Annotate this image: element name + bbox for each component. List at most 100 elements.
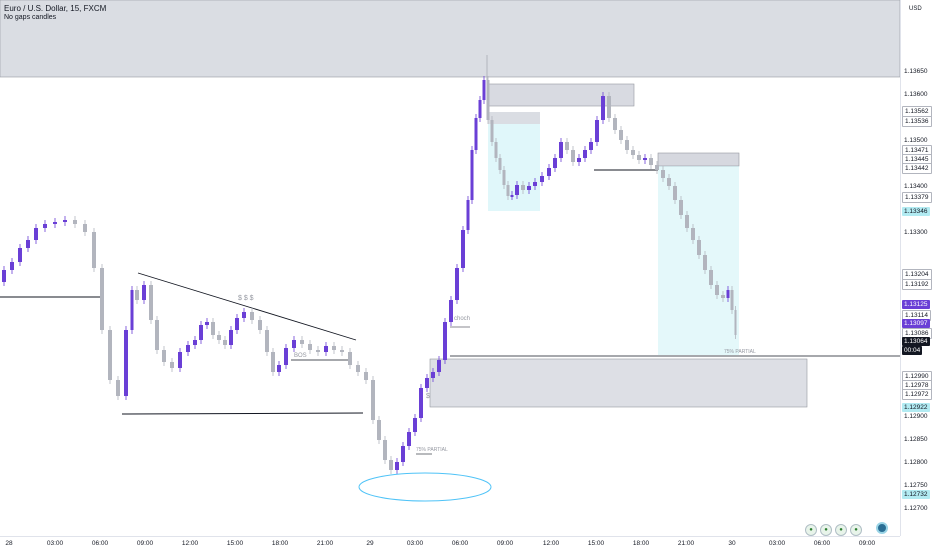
time-tick: 03:00 [46, 540, 64, 547]
chart-area[interactable]: BOS choch 75% PARTIAL 75% PARTIAL $ $ $ … [0, 0, 901, 536]
candle-body [265, 330, 269, 352]
price-tick: 1.12800 [904, 459, 928, 466]
candle-body [601, 96, 605, 120]
dollar-mark-small: $ [426, 393, 430, 400]
candle-body [26, 240, 30, 248]
time-tick: 06:00 [813, 540, 831, 547]
time-tick: 30 [728, 540, 736, 547]
candle-body [211, 322, 215, 335]
supply-zone-right [657, 152, 740, 167]
symbol-title[interactable]: Euro / U.S. Dollar, 15, FXCM [4, 4, 107, 13]
candle-body [10, 262, 14, 270]
candle-body [284, 348, 288, 365]
time-tick: 09:00 [136, 540, 154, 547]
candle-body [383, 440, 387, 460]
candle-body [498, 158, 502, 170]
candle-body [697, 240, 701, 255]
candle-body [595, 120, 599, 142]
candle-body [242, 312, 246, 318]
candle-body [527, 186, 531, 190]
candle-body [715, 285, 719, 295]
price-tick: 1.12900 [904, 413, 928, 420]
candle-body [443, 322, 447, 360]
candle-body [308, 344, 312, 350]
candle-body [18, 248, 22, 262]
price-tag: 1.13346 [902, 207, 930, 216]
partial-label-left: 75% PARTIAL [416, 447, 448, 453]
time-tick: 12:00 [542, 540, 560, 547]
currency-label: USD [909, 6, 922, 12]
candle-body [356, 365, 360, 372]
candle-body [135, 290, 139, 300]
event-icons: ● ● ● ● [805, 524, 862, 536]
flag-event-icon[interactable]: ● [820, 524, 832, 536]
candle-body [625, 140, 629, 150]
candle-body [149, 285, 153, 320]
price-tick: 1.12700 [904, 505, 928, 512]
candles-group [2, 76, 737, 474]
candle-body [679, 200, 683, 215]
price-tag: 1.13379 [902, 192, 932, 203]
supply-zone-peak [487, 83, 635, 107]
candle-body [199, 325, 203, 340]
price-axis[interactable]: USD 1.13650 1.13600 1.13500 1.13400 1.13… [900, 0, 932, 536]
candle-body [449, 300, 453, 322]
candle-body [142, 285, 146, 300]
candle-body [371, 380, 375, 420]
candle-body [271, 352, 275, 372]
flag-event-icon[interactable]: ● [835, 524, 847, 536]
candle-body [474, 118, 478, 150]
chart-subtitle: No gaps candles [4, 14, 57, 21]
candle-body [494, 142, 498, 158]
candle-body [510, 195, 514, 197]
candle-body [73, 220, 77, 224]
candle-body [455, 268, 459, 300]
candle-body [178, 352, 182, 368]
candle-body [589, 142, 593, 150]
settings-gear-icon[interactable] [876, 522, 888, 534]
candle-body [565, 142, 569, 150]
candle-body [377, 420, 381, 440]
candle-body [170, 362, 174, 368]
target-zone-blue-left [488, 124, 540, 211]
partial-label-right: 75% PARTIAL [724, 349, 756, 355]
candle-body [229, 330, 233, 345]
candle-body [250, 312, 254, 320]
candle-body [547, 168, 551, 176]
time-tick: 06:00 [91, 540, 109, 547]
candle-body [124, 330, 128, 396]
price-tag: 1.13097 [902, 319, 930, 328]
candle-body [619, 130, 623, 140]
time-tick: 18:00 [632, 540, 650, 547]
time-tick: 21:00 [316, 540, 334, 547]
time-axis[interactable]: 28 03:00 06:00 09:00 12:00 15:00 18:00 2… [0, 536, 900, 551]
candle-body [607, 96, 611, 118]
time-tick: 29 [366, 540, 374, 547]
candle-body [205, 322, 209, 325]
price-tag: 1.12922 [902, 403, 930, 412]
time-tick: 15:00 [226, 540, 244, 547]
candle-body [53, 222, 57, 224]
candle-body [613, 118, 617, 130]
candle-body [673, 186, 677, 200]
last-price-tag: 1.13064 [902, 337, 930, 346]
candle-body [235, 318, 239, 330]
candle-body [83, 224, 87, 232]
chart-canvas[interactable]: BOS choch 75% PARTIAL 75% PARTIAL $ $ $ … [0, 0, 901, 536]
candle-body [116, 380, 120, 396]
candle-body [486, 80, 490, 120]
price-tick: 1.12850 [904, 436, 928, 443]
candle-body [637, 155, 641, 160]
candle-body [43, 224, 47, 228]
candle-body [667, 178, 671, 186]
demand-zone [429, 358, 808, 408]
candle-body [466, 200, 470, 230]
candle-body [193, 340, 197, 345]
price-tag: 1.13125 [902, 300, 930, 309]
bos-label: BOS [294, 353, 307, 359]
candle-body [540, 176, 544, 182]
flag-event-icon[interactable]: ● [805, 524, 817, 536]
liquidity-circle [358, 472, 492, 502]
flag-event-icon[interactable]: ● [850, 524, 862, 536]
candle-body [553, 158, 557, 168]
